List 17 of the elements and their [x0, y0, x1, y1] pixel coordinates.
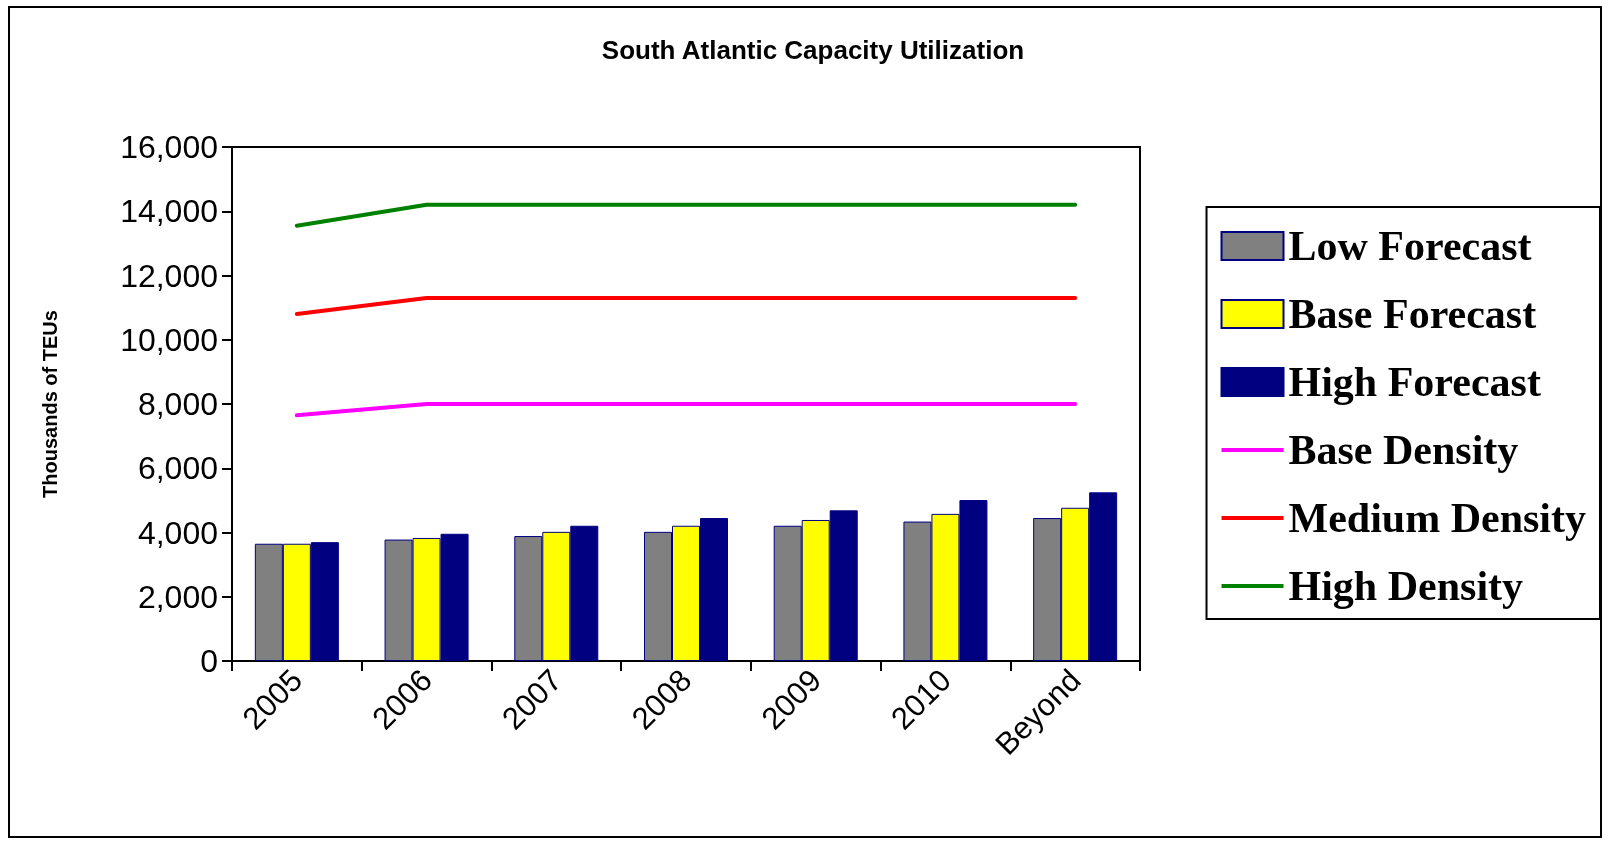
legend-label: High Forecast: [1288, 359, 1541, 405]
y-tick-label: 10,000: [120, 321, 218, 358]
legend-label: Low Forecast: [1288, 223, 1532, 269]
y-tick-label: 14,000: [120, 193, 218, 230]
y-tick-label: 2,000: [137, 578, 218, 615]
legend-label: Medium Density: [1288, 495, 1587, 541]
y-tick-label: 0: [200, 643, 218, 679]
y-axis-title: Thousands of TEUs: [39, 310, 61, 498]
legend-label: High Density: [1288, 563, 1524, 609]
y-tick-label: 12,000: [120, 257, 218, 294]
y-tick-label: 16,000: [120, 129, 218, 165]
chart-title: South Atlantic Capacity Utilization: [601, 35, 1025, 65]
y-tick-label: 4,000: [137, 514, 218, 551]
legend-label: Base Density: [1288, 427, 1519, 473]
y-tick-label: 8,000: [137, 386, 218, 422]
y-tick-label: 6,000: [137, 450, 218, 487]
legend-label: Base Forecast: [1288, 291, 1537, 337]
